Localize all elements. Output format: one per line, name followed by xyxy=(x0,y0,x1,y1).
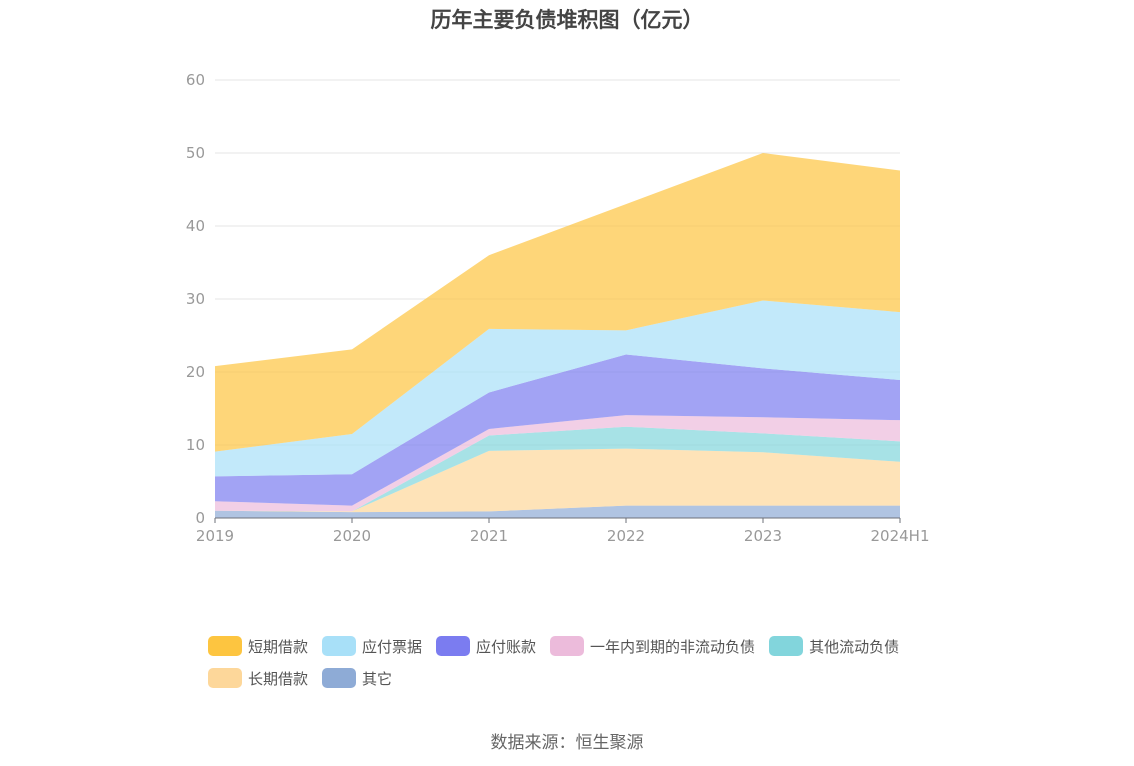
x-tick-label: 2023 xyxy=(744,527,782,545)
legend-swatch xyxy=(769,636,804,656)
legend-row-2: 长期借款 其它 xyxy=(208,662,968,694)
legend-label: 应付账款 xyxy=(476,637,537,656)
legend-item[interactable]: 其他流动负债 xyxy=(769,636,899,657)
legend-item[interactable]: 一年内到期的非流动负债 xyxy=(550,636,755,657)
legend-label: 短期借款 xyxy=(248,637,309,656)
legend-item[interactable]: 长期借款 xyxy=(208,668,308,689)
x-tick-label: 2020 xyxy=(333,527,371,545)
area-series xyxy=(215,153,900,518)
stacked-area-chart: 0 10 20 30 40 50 60 2019 2020 2021 2022 2023 2024H1 xyxy=(186,71,930,545)
legend-item[interactable]: 短期借款 xyxy=(208,636,308,657)
y-tick-label: 60 xyxy=(186,71,205,89)
area-短期借款 xyxy=(215,153,900,452)
legend-swatch xyxy=(436,636,471,656)
legend: 短期借款 应付票据 应付账款 一年内到期的非流动负债 其他流动负债 长期借款 其… xyxy=(208,630,968,694)
y-tick-label: 30 xyxy=(186,290,205,308)
chart-title: 历年主要负债堆积图（亿元） xyxy=(430,8,704,32)
legend-label: 一年内到期的非流动负债 xyxy=(590,637,756,656)
y-tick-label: 40 xyxy=(186,217,205,235)
area-应付账款 xyxy=(215,354,900,506)
data-source: 数据来源：恒生聚源 xyxy=(490,733,644,753)
legend-swatch xyxy=(208,636,242,656)
x-tick-label: 2022 xyxy=(607,527,645,545)
area-其它 xyxy=(215,505,900,518)
legend-label: 其他流动负债 xyxy=(809,637,900,656)
x-tick-label: 2024H1 xyxy=(871,527,930,545)
area-长期借款 xyxy=(215,448,900,513)
y-tick-label: 20 xyxy=(186,363,205,381)
y-tick-label: 10 xyxy=(186,436,205,454)
legend-swatch xyxy=(550,636,585,656)
legend-row-1: 短期借款 应付票据 应付账款 一年内到期的非流动负债 其他流动负债 xyxy=(208,630,968,662)
legend-label: 应付票据 xyxy=(362,637,423,656)
legend-swatch xyxy=(208,668,242,688)
area-一年内到期的非流动负债 xyxy=(215,415,900,512)
area-其他流动负债 xyxy=(215,426,900,512)
y-tick-label: 0 xyxy=(195,509,205,527)
legend-label: 其它 xyxy=(362,669,393,688)
legend-swatch xyxy=(322,668,357,688)
legend-item[interactable]: 其它 xyxy=(322,668,392,689)
y-tick-label: 50 xyxy=(186,144,205,162)
legend-item[interactable]: 应付票据 xyxy=(322,636,422,657)
axes: 0 10 20 30 40 50 60 2019 2020 2021 2022 2023 2024H1 xyxy=(186,71,930,545)
area-应付票据 xyxy=(215,300,900,477)
legend-swatch xyxy=(322,636,357,656)
legend-item[interactable]: 应付账款 xyxy=(436,636,536,657)
legend-label: 长期借款 xyxy=(248,669,309,688)
x-tick-label: 2019 xyxy=(196,527,234,545)
x-tick-label: 2021 xyxy=(470,527,508,545)
